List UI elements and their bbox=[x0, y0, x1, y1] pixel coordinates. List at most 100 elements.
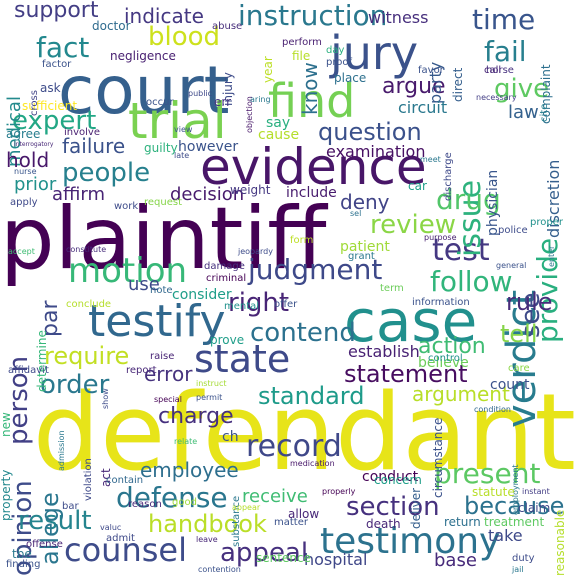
word-file: file bbox=[292, 49, 311, 63]
word-sufficient: sufficient bbox=[22, 99, 78, 113]
word-evidence: evidence bbox=[200, 138, 427, 196]
word-term: term bbox=[380, 283, 404, 294]
word-jeopardy: jeopardy bbox=[238, 247, 273, 256]
word-finding: finding bbox=[6, 559, 41, 570]
word-nurse: nurse bbox=[14, 167, 37, 176]
word-conclude: conclude bbox=[66, 299, 112, 310]
word-negligence: negligence bbox=[110, 49, 176, 63]
word-state: state bbox=[194, 337, 291, 381]
word-plaintiff: plaintiff bbox=[0, 189, 327, 289]
word-doctor: doctor bbox=[92, 19, 131, 33]
word-return: return bbox=[444, 515, 481, 529]
word-right: right bbox=[228, 288, 290, 318]
word-circuit: circuit bbox=[398, 98, 448, 117]
word-support: support bbox=[14, 0, 99, 23]
word-interrogatory: interrogatory bbox=[14, 141, 54, 148]
word-order: order bbox=[40, 370, 110, 400]
word-test: test bbox=[432, 233, 490, 268]
word-bar: bar bbox=[62, 501, 79, 512]
word-show: show bbox=[101, 388, 110, 409]
word-give: give bbox=[494, 74, 550, 104]
word-motion: motion bbox=[68, 251, 188, 291]
word-circumstance: circumstance bbox=[431, 417, 445, 498]
word-time: time bbox=[472, 3, 536, 36]
word-admit: admit bbox=[106, 533, 135, 544]
word-instant: instant bbox=[522, 487, 550, 496]
word-offense: offense bbox=[26, 539, 63, 550]
word-determine: determine bbox=[35, 330, 49, 392]
word-abuse: abuse bbox=[212, 21, 243, 32]
word-jail: jail bbox=[512, 565, 524, 574]
word-argument: argument bbox=[412, 382, 510, 406]
word-police: police bbox=[498, 225, 528, 236]
word-good: good bbox=[172, 497, 197, 508]
word-condition: condition bbox=[474, 405, 511, 414]
word-new: new bbox=[0, 412, 13, 437]
word-ch: ch bbox=[222, 429, 239, 445]
word-day: day bbox=[326, 45, 345, 56]
word-tell: tell bbox=[500, 320, 538, 348]
word-aring: aring bbox=[250, 95, 271, 104]
word-tbe: tbe bbox=[12, 547, 32, 561]
word-care: care bbox=[508, 363, 530, 374]
word-law: law bbox=[508, 102, 539, 123]
word-call: call bbox=[484, 65, 502, 76]
word-necessary: necessary bbox=[476, 93, 517, 102]
word-reason: reason bbox=[128, 499, 162, 510]
word-duty: duty bbox=[512, 553, 535, 564]
word-proof: proof bbox=[326, 57, 352, 68]
word-note: note bbox=[150, 285, 173, 296]
word-apply: apply bbox=[10, 197, 38, 208]
word-receive: receive bbox=[242, 486, 308, 507]
word-error: error bbox=[144, 362, 193, 386]
word-special: special bbox=[154, 395, 182, 404]
word-raise: raise bbox=[150, 351, 175, 362]
word-people: people bbox=[62, 158, 151, 188]
word-perform: perform bbox=[282, 37, 322, 48]
word-standard: standard bbox=[258, 382, 365, 410]
word-examination: examination bbox=[326, 142, 426, 161]
word-valuc: valuc bbox=[100, 523, 122, 532]
word-witness: witness bbox=[368, 8, 429, 27]
word-result: result bbox=[18, 506, 92, 536]
word-deny: deny bbox=[340, 190, 390, 214]
word-review: review bbox=[370, 210, 456, 240]
word-discharge: discharge bbox=[443, 152, 454, 201]
word-grant: grant bbox=[348, 251, 375, 262]
word-section: section bbox=[346, 492, 440, 522]
word-testimony: testimony bbox=[320, 521, 501, 562]
word-say: say bbox=[266, 115, 291, 131]
word-cause: cause bbox=[258, 127, 300, 143]
word-hold: hold bbox=[6, 148, 50, 172]
word-handbook: handbook bbox=[148, 510, 267, 538]
word-count: count bbox=[490, 377, 530, 393]
word-defense: defense bbox=[116, 481, 228, 514]
word-rule: rule bbox=[506, 288, 553, 316]
word-occur: occur bbox=[146, 97, 174, 108]
word-work: work bbox=[114, 201, 139, 212]
word-cite: cite bbox=[539, 103, 550, 122]
word-defendant: defendant bbox=[32, 371, 576, 494]
word-permit: permit bbox=[196, 393, 223, 402]
word-affirm: affirm bbox=[52, 184, 106, 205]
word-establish: establish bbox=[348, 342, 420, 361]
word-prior: prior bbox=[14, 174, 57, 195]
word-err: err bbox=[214, 95, 232, 109]
word-request: request bbox=[144, 197, 183, 208]
word-employee: employee bbox=[140, 458, 239, 482]
word-indicate: indicate bbox=[124, 4, 204, 28]
word-cross: cross bbox=[29, 90, 40, 116]
word-conduct: conduct bbox=[362, 469, 419, 485]
word-testify: testify bbox=[88, 296, 226, 347]
word-court: court bbox=[58, 52, 230, 129]
word-fail: fail bbox=[484, 35, 527, 68]
word-control: control bbox=[428, 353, 463, 364]
word-medication: medication bbox=[290, 459, 335, 468]
word-expert: expert bbox=[12, 106, 97, 136]
word-car: car bbox=[408, 179, 427, 193]
word-leave: leave bbox=[196, 535, 218, 544]
word-deliver: deliver bbox=[409, 487, 423, 529]
word-present: present bbox=[434, 457, 541, 490]
word-consider: consider bbox=[172, 287, 232, 303]
word-properly: properly bbox=[322, 487, 356, 496]
